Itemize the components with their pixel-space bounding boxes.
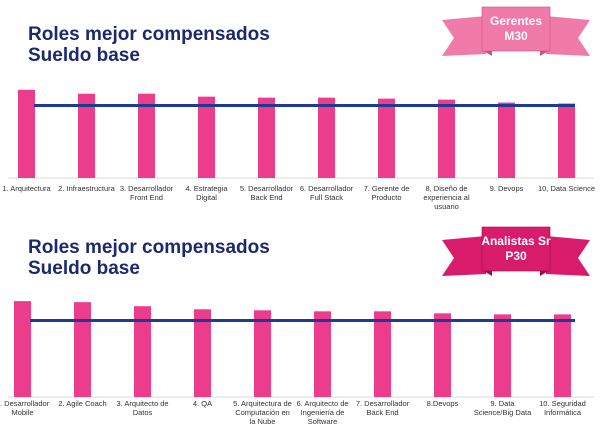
ribbon-fold <box>540 50 550 56</box>
badge-line1: Gerentes <box>489 14 543 28</box>
bar <box>498 102 515 178</box>
title-top: Roles mejor compensados Sueldo base <box>28 24 270 66</box>
bar <box>18 89 35 178</box>
ribbon-fold <box>482 270 492 276</box>
x-tick-label: 6. Desarrollador Full Stack <box>299 184 354 202</box>
x-tick-label: 9. Data Science/Big Data <box>473 399 532 417</box>
x-tick-label: 2. Infraestructura <box>58 184 115 193</box>
x-tick-label: 6. Arquitecto de Ingeniería de Software <box>296 399 349 426</box>
x-tick-label: 3. Desarrollador Front End <box>119 184 174 202</box>
bar <box>554 314 571 397</box>
bar <box>314 311 331 397</box>
x-tick-label: 3. Arquitecto de Datos <box>116 399 169 417</box>
bar <box>254 310 271 397</box>
x-tick-label: 7. Desarrollador Back End <box>355 399 410 417</box>
badge-text: Gerentes M30 <box>440 14 592 44</box>
x-tick-label: 5. Desarrollador Back End <box>239 184 294 202</box>
x-tick-label: 1. Arquitectura <box>2 184 51 193</box>
bar <box>318 97 335 178</box>
title-bottom: Roles mejor compensados Sueldo base <box>28 237 270 279</box>
bar <box>14 301 31 397</box>
subtitle-line: Sueldo base <box>28 258 140 279</box>
bar <box>374 311 391 397</box>
x-tick-label: 9. Devops <box>489 184 524 193</box>
bar <box>494 314 511 397</box>
bar <box>378 98 395 178</box>
badge-line2: M30 <box>504 29 528 43</box>
bar <box>438 99 455 178</box>
bar <box>138 93 155 178</box>
x-tick-label: 4. QA <box>192 399 213 408</box>
bar <box>78 93 95 178</box>
x-tick-label: 10. Seguridad Informática <box>539 399 586 417</box>
ribbon-center <box>481 226 551 272</box>
badge-line1: Analistas Sr <box>481 234 551 248</box>
x-tick-label: 8.Devops <box>426 399 459 408</box>
x-tick-label: 8, Diseño de experiencia al usuario <box>423 184 470 211</box>
ribbon-left-tail <box>442 236 486 276</box>
x-tick-label: 10, Data Science <box>537 184 596 193</box>
ribbon-right-tail <box>546 236 590 276</box>
ribbon-right-tail <box>546 16 590 56</box>
chart-plot <box>8 301 594 398</box>
ribbon-badge-gerentes: Gerentes M30 <box>440 4 592 62</box>
bar <box>198 96 215 178</box>
badge-line2: P30 <box>505 249 527 263</box>
bar <box>558 103 575 178</box>
x-tick-label: 5. Arquitectura de Computación en la Nub… <box>233 399 292 426</box>
ribbon-fold <box>540 270 550 276</box>
x-tick-label: 1. Desarrollador Mobile <box>0 399 50 417</box>
ribbon-center <box>481 6 551 52</box>
ribbon-fold <box>482 50 492 56</box>
bar <box>194 309 211 397</box>
subtitle-line: Sueldo base <box>28 45 140 66</box>
bar <box>134 306 151 397</box>
ribbon-shape <box>442 6 590 56</box>
bar <box>434 313 451 397</box>
bar <box>258 97 275 178</box>
bar <box>74 302 91 397</box>
badge-text: Analistas Sr P30 <box>440 234 592 264</box>
x-tick-label: 4. Estrategia Digital <box>185 184 228 202</box>
chart-plot <box>8 89 594 179</box>
ribbon-left-tail <box>442 16 486 56</box>
title-line: Roles mejor compensados <box>28 237 270 258</box>
x-tick-label: 2. Agile Coach <box>58 399 107 408</box>
ribbon-shape <box>442 226 590 276</box>
ribbon-badge-analistas: Analistas Sr P30 <box>440 224 592 282</box>
x-tick-label: 7. Gerente de Producto <box>363 184 410 202</box>
title-line: Roles mejor compensados <box>28 24 270 45</box>
